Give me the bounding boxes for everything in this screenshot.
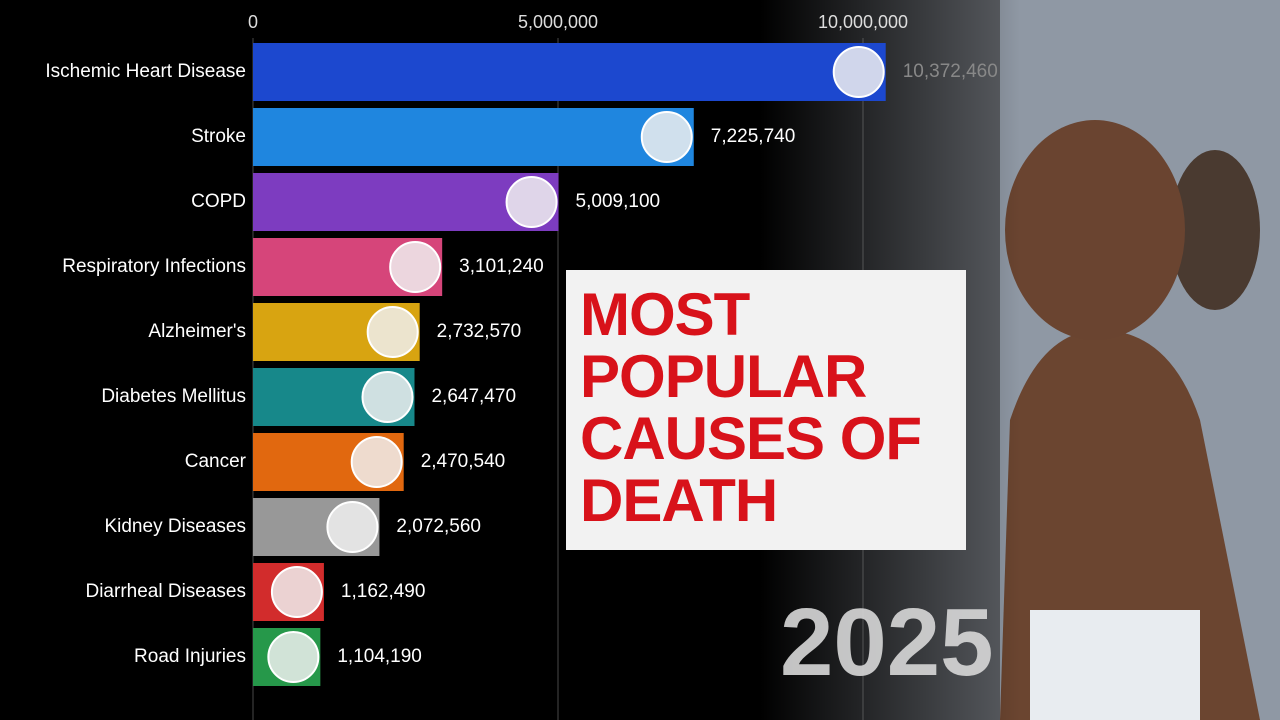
value-label: 3,101,240 bbox=[459, 256, 544, 277]
category-label: Diabetes Mellitus bbox=[101, 386, 246, 407]
category-label: Diarrheal Diseases bbox=[85, 581, 246, 602]
value-label: 5,009,100 bbox=[576, 191, 661, 212]
value-label: 7,225,740 bbox=[711, 126, 796, 147]
x-tick-label: 10,000,000 bbox=[818, 12, 908, 32]
title-box: MOST POPULAR CAUSES OF DEATH bbox=[566, 270, 966, 550]
value-label: 2,072,560 bbox=[396, 516, 481, 537]
value-label: 2,647,470 bbox=[431, 386, 516, 407]
bar-icon bbox=[832, 46, 885, 98]
photo-child-head bbox=[1005, 120, 1185, 340]
category-label: COPD bbox=[191, 191, 246, 212]
bar-icon bbox=[389, 241, 442, 293]
category-label: Cancer bbox=[185, 451, 247, 472]
bar-icon bbox=[350, 436, 403, 488]
bar bbox=[253, 108, 694, 166]
value-label: 1,104,190 bbox=[337, 646, 422, 667]
bar-icon bbox=[361, 371, 414, 423]
bar-icon bbox=[267, 631, 320, 683]
bar-icon bbox=[270, 566, 323, 618]
bar-icon bbox=[640, 111, 693, 163]
category-label: Ischemic Heart Disease bbox=[45, 61, 246, 82]
category-label: Kidney Diseases bbox=[104, 516, 246, 537]
value-label: 2,732,570 bbox=[437, 321, 522, 342]
x-tick-label: 5,000,000 bbox=[518, 12, 598, 32]
category-label: Road Injuries bbox=[134, 646, 246, 667]
category-label: Respiratory Infections bbox=[62, 256, 246, 277]
value-label: 2,470,540 bbox=[421, 451, 506, 472]
year-label: 2025 bbox=[780, 589, 994, 696]
bar bbox=[253, 43, 886, 101]
bar-icon bbox=[366, 306, 419, 358]
photo-diaper bbox=[1030, 610, 1200, 720]
bar-icon bbox=[326, 501, 379, 553]
value-label: 1,162,490 bbox=[341, 581, 426, 602]
category-label: Alzheimer's bbox=[148, 321, 246, 342]
photo-figure bbox=[1170, 150, 1260, 310]
x-tick-label: 0 bbox=[248, 12, 258, 32]
bar-icon bbox=[505, 176, 558, 228]
category-label: Stroke bbox=[191, 126, 246, 147]
value-label: 10,372,460 bbox=[903, 61, 998, 82]
